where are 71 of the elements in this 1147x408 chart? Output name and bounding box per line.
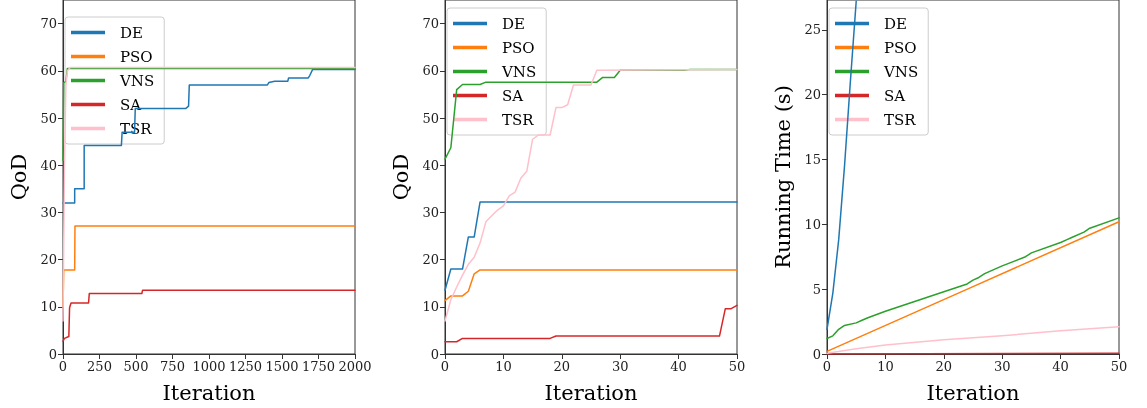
y-tick-label: 10 <box>422 299 439 315</box>
y-tick-label: 50 <box>422 110 439 126</box>
y-tick-label: 50 <box>40 110 57 126</box>
legend-label: VNS <box>119 71 155 90</box>
x-tick-label: 1250 <box>228 359 263 374</box>
legend-label: DE <box>502 14 525 33</box>
line-series <box>444 304 738 343</box>
x-tick-label: 40 <box>1052 359 1069 374</box>
legend-label: VNS <box>883 62 919 81</box>
y-tick-label: 25 <box>804 22 821 38</box>
x-axis-title: Iteration <box>544 380 638 405</box>
x-tick-label: 20 <box>935 359 953 374</box>
x-tick-label: 1750 <box>301 359 336 374</box>
x-tick-label: 0 <box>440 359 450 374</box>
legend-label: SA <box>120 95 142 114</box>
x-tick-label: 50 <box>1110 359 1128 374</box>
y-tick-label: 70 <box>40 16 57 32</box>
y-tick-label: 15 <box>804 151 821 167</box>
legend-label: PSO <box>120 47 153 66</box>
line-series <box>62 67 356 162</box>
y-tick-label: 70 <box>422 16 439 32</box>
y-tick-label: 30 <box>40 204 57 220</box>
x-tick-label: 20 <box>553 359 571 374</box>
y-tick-label: 0 <box>812 346 821 362</box>
x-tick-label: 250 <box>87 359 112 374</box>
y-tick-label: 20 <box>40 252 57 268</box>
x-tick-label: 0 <box>822 359 832 374</box>
legend-label: SA <box>884 86 906 105</box>
y-tick-label: 5 <box>812 281 821 297</box>
x-tick-label: 750 <box>160 359 185 374</box>
y-axis-title: Running Time (s) <box>770 85 795 269</box>
y-tick-label: 60 <box>40 63 57 79</box>
line-series <box>62 289 356 343</box>
line-series <box>444 269 738 302</box>
x-tick-label: 500 <box>123 359 149 374</box>
legend-label: TSR <box>884 110 917 129</box>
x-tick-label: 1500 <box>265 359 299 374</box>
line-series <box>62 68 356 204</box>
line-series <box>444 68 738 322</box>
x-tick-label: 30 <box>993 359 1011 374</box>
y-axis-title: QoD <box>388 153 413 201</box>
y-tick-label: 0 <box>48 346 57 362</box>
line-series <box>444 201 738 292</box>
legend-label: DE <box>120 23 143 42</box>
x-tick-label: 50 <box>728 359 746 374</box>
y-tick-label: 0 <box>430 346 439 362</box>
x-tick-label: 0 <box>58 359 68 374</box>
x-tick-label: 2000 <box>338 359 372 374</box>
y-tick-label: 30 <box>422 204 439 220</box>
y-axis-title: QoD <box>6 153 31 201</box>
legend-label: DE <box>884 14 907 33</box>
x-axis-title: Iteration <box>926 380 1020 405</box>
legend-label: SA <box>502 86 524 105</box>
legend-label: VNS <box>501 62 537 81</box>
legend-label: PSO <box>884 38 917 57</box>
x-tick-label: 10 <box>877 359 894 374</box>
x-tick-label: 1000 <box>192 359 226 374</box>
legend-label: PSO <box>502 38 535 57</box>
x-tick-label: 30 <box>611 359 629 374</box>
line-series <box>62 66 356 322</box>
y-tick-label: 20 <box>422 252 439 268</box>
y-tick-label: 60 <box>422 63 439 79</box>
y-tick-label: 10 <box>40 299 57 315</box>
y-tick-label: 40 <box>422 157 439 173</box>
legend-label: TSR <box>502 110 535 129</box>
y-tick-label: 20 <box>804 87 821 103</box>
y-tick-label: 10 <box>804 216 821 232</box>
x-tick-label: 10 <box>495 359 512 374</box>
x-axis-title: Iteration <box>162 380 256 405</box>
x-tick-label: 40 <box>670 359 687 374</box>
y-tick-label: 40 <box>40 157 57 173</box>
